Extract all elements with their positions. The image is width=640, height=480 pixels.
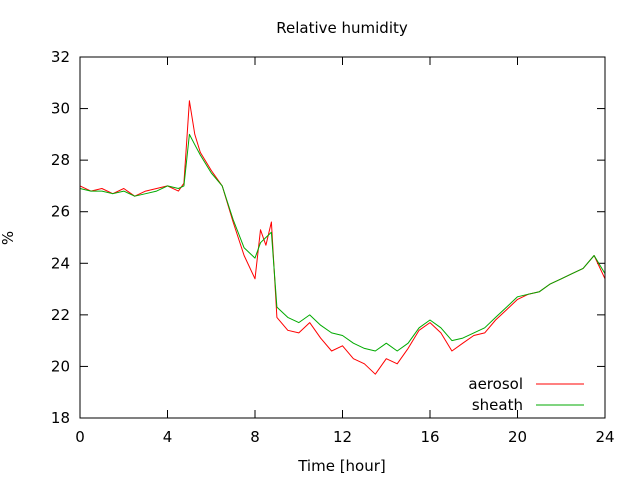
x-tick-label: 24 bbox=[595, 428, 614, 446]
legend-label-sheath: sheath bbox=[472, 396, 523, 414]
y-tick-label: 20 bbox=[51, 357, 70, 375]
y-tick-label: 22 bbox=[51, 306, 70, 324]
x-tick-label: 8 bbox=[250, 428, 260, 446]
x-axis-label: Time [hour] bbox=[297, 457, 386, 475]
y-tick-label: 32 bbox=[51, 48, 70, 66]
legend-label-aerosol: aerosol bbox=[468, 375, 523, 393]
y-tick-label: 26 bbox=[51, 203, 70, 221]
chart-title: Relative humidity bbox=[276, 19, 408, 37]
y-tick-label: 30 bbox=[51, 100, 70, 118]
legend: aerosol sheath bbox=[468, 375, 584, 414]
series-line-aerosol bbox=[79, 100, 606, 375]
y-tick-label: 28 bbox=[51, 151, 70, 169]
plot-lines bbox=[79, 100, 606, 375]
y-axis-label: % bbox=[0, 231, 17, 245]
y-tick-label: 24 bbox=[51, 254, 70, 272]
y-tick-label: 18 bbox=[51, 409, 70, 427]
x-tick-label: 4 bbox=[163, 428, 173, 446]
x-tick-label: 16 bbox=[420, 428, 439, 446]
series-line-sheath bbox=[79, 133, 606, 352]
plot-frame bbox=[79, 56, 606, 419]
x-tick-label: 12 bbox=[333, 428, 352, 446]
axis-ticks: 18 20 22 24 26 28 30 32 0 4 8 12 16 20 24 bbox=[51, 48, 615, 446]
x-tick-label: 0 bbox=[75, 428, 85, 446]
x-tick-label: 20 bbox=[508, 428, 527, 446]
